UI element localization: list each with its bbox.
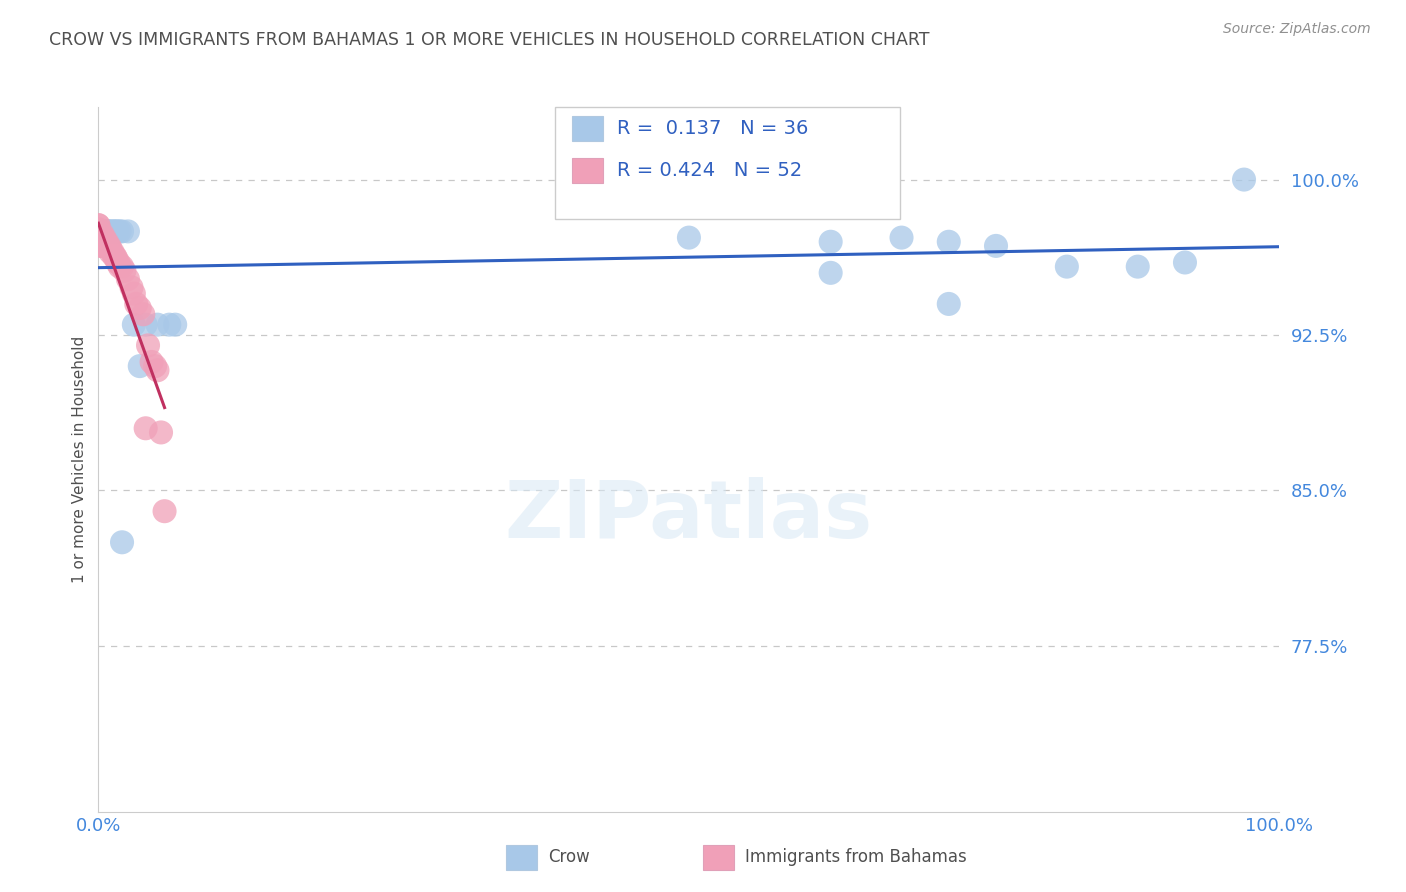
- Point: [94, 239, 117, 253]
- Point: [143, 359, 166, 373]
- Point: [90, 239, 112, 253]
- Point: [91, 224, 114, 238]
- Point: [153, 504, 176, 518]
- Point: [93, 239, 115, 253]
- Point: [93, 235, 115, 249]
- Point: [96, 224, 118, 238]
- Point: [97, 224, 120, 238]
- Point: [128, 359, 150, 373]
- Point: [105, 224, 128, 238]
- Point: [105, 255, 128, 269]
- Point: [91, 230, 114, 244]
- Text: CROW VS IMMIGRANTS FROM BAHAMAS 1 OR MORE VEHICLES IN HOUSEHOLD CORRELATION CHAR: CROW VS IMMIGRANTS FROM BAHAMAS 1 OR MOR…: [49, 31, 929, 49]
- Point: [98, 224, 121, 238]
- Point: [1126, 260, 1149, 274]
- Point: [87, 222, 110, 236]
- Point: [93, 224, 115, 238]
- Point: [91, 239, 114, 253]
- Point: [117, 224, 139, 238]
- Y-axis label: 1 or more Vehicles in Household: 1 or more Vehicles in Household: [72, 335, 87, 583]
- Point: [94, 235, 117, 249]
- Point: [117, 272, 139, 286]
- Point: [112, 264, 135, 278]
- Point: [91, 227, 114, 241]
- Point: [91, 239, 114, 253]
- Point: [91, 235, 114, 249]
- Point: [101, 245, 124, 260]
- Point: [91, 224, 114, 238]
- Point: [103, 224, 125, 238]
- Point: [150, 425, 173, 440]
- Point: [820, 235, 842, 249]
- Text: Source: ZipAtlas.com: Source: ZipAtlas.com: [1223, 22, 1371, 37]
- Point: [122, 318, 145, 332]
- Point: [93, 230, 115, 244]
- Point: [121, 280, 143, 294]
- Point: [90, 224, 112, 238]
- Point: [91, 224, 114, 238]
- Point: [108, 224, 131, 238]
- Point: [135, 421, 157, 435]
- Point: [141, 355, 163, 369]
- Text: R =  0.137   N = 36: R = 0.137 N = 36: [617, 119, 808, 138]
- Point: [96, 235, 118, 249]
- Point: [1056, 260, 1078, 274]
- Point: [165, 318, 187, 332]
- Point: [104, 249, 127, 263]
- Point: [135, 318, 157, 332]
- Point: [87, 227, 110, 241]
- Point: [87, 235, 110, 249]
- Point: [105, 252, 128, 266]
- Point: [107, 255, 129, 269]
- Point: [90, 230, 112, 244]
- Point: [101, 224, 124, 238]
- Point: [678, 230, 700, 244]
- Text: ZIPatlas: ZIPatlas: [505, 476, 873, 555]
- Point: [128, 301, 150, 315]
- Point: [984, 239, 1007, 253]
- Point: [87, 218, 110, 232]
- Point: [820, 266, 842, 280]
- Point: [97, 224, 120, 238]
- Point: [90, 235, 112, 249]
- Point: [87, 235, 110, 249]
- Point: [94, 224, 117, 238]
- Point: [111, 224, 134, 238]
- Point: [132, 307, 155, 321]
- Point: [125, 297, 148, 311]
- Point: [111, 535, 134, 549]
- Point: [111, 260, 134, 274]
- Point: [1233, 172, 1256, 186]
- Point: [1174, 255, 1197, 269]
- Point: [105, 224, 128, 238]
- Point: [938, 297, 960, 311]
- Text: Crow: Crow: [548, 848, 591, 866]
- Point: [157, 318, 180, 332]
- Point: [87, 218, 110, 232]
- Point: [87, 230, 110, 244]
- Point: [94, 224, 117, 238]
- Point: [87, 230, 110, 244]
- Point: [122, 286, 145, 301]
- Text: Immigrants from Bahamas: Immigrants from Bahamas: [745, 848, 967, 866]
- Point: [98, 241, 121, 255]
- Point: [146, 318, 169, 332]
- Point: [890, 230, 912, 244]
- Point: [108, 260, 131, 274]
- Point: [91, 235, 114, 249]
- Point: [97, 239, 120, 253]
- Point: [96, 239, 118, 253]
- Point: [146, 363, 169, 377]
- Point: [103, 249, 125, 263]
- Point: [938, 235, 960, 249]
- Point: [87, 227, 110, 241]
- Point: [136, 338, 159, 352]
- Point: [98, 239, 121, 253]
- Point: [98, 245, 121, 260]
- Point: [87, 222, 110, 236]
- Text: R = 0.424   N = 52: R = 0.424 N = 52: [617, 161, 803, 180]
